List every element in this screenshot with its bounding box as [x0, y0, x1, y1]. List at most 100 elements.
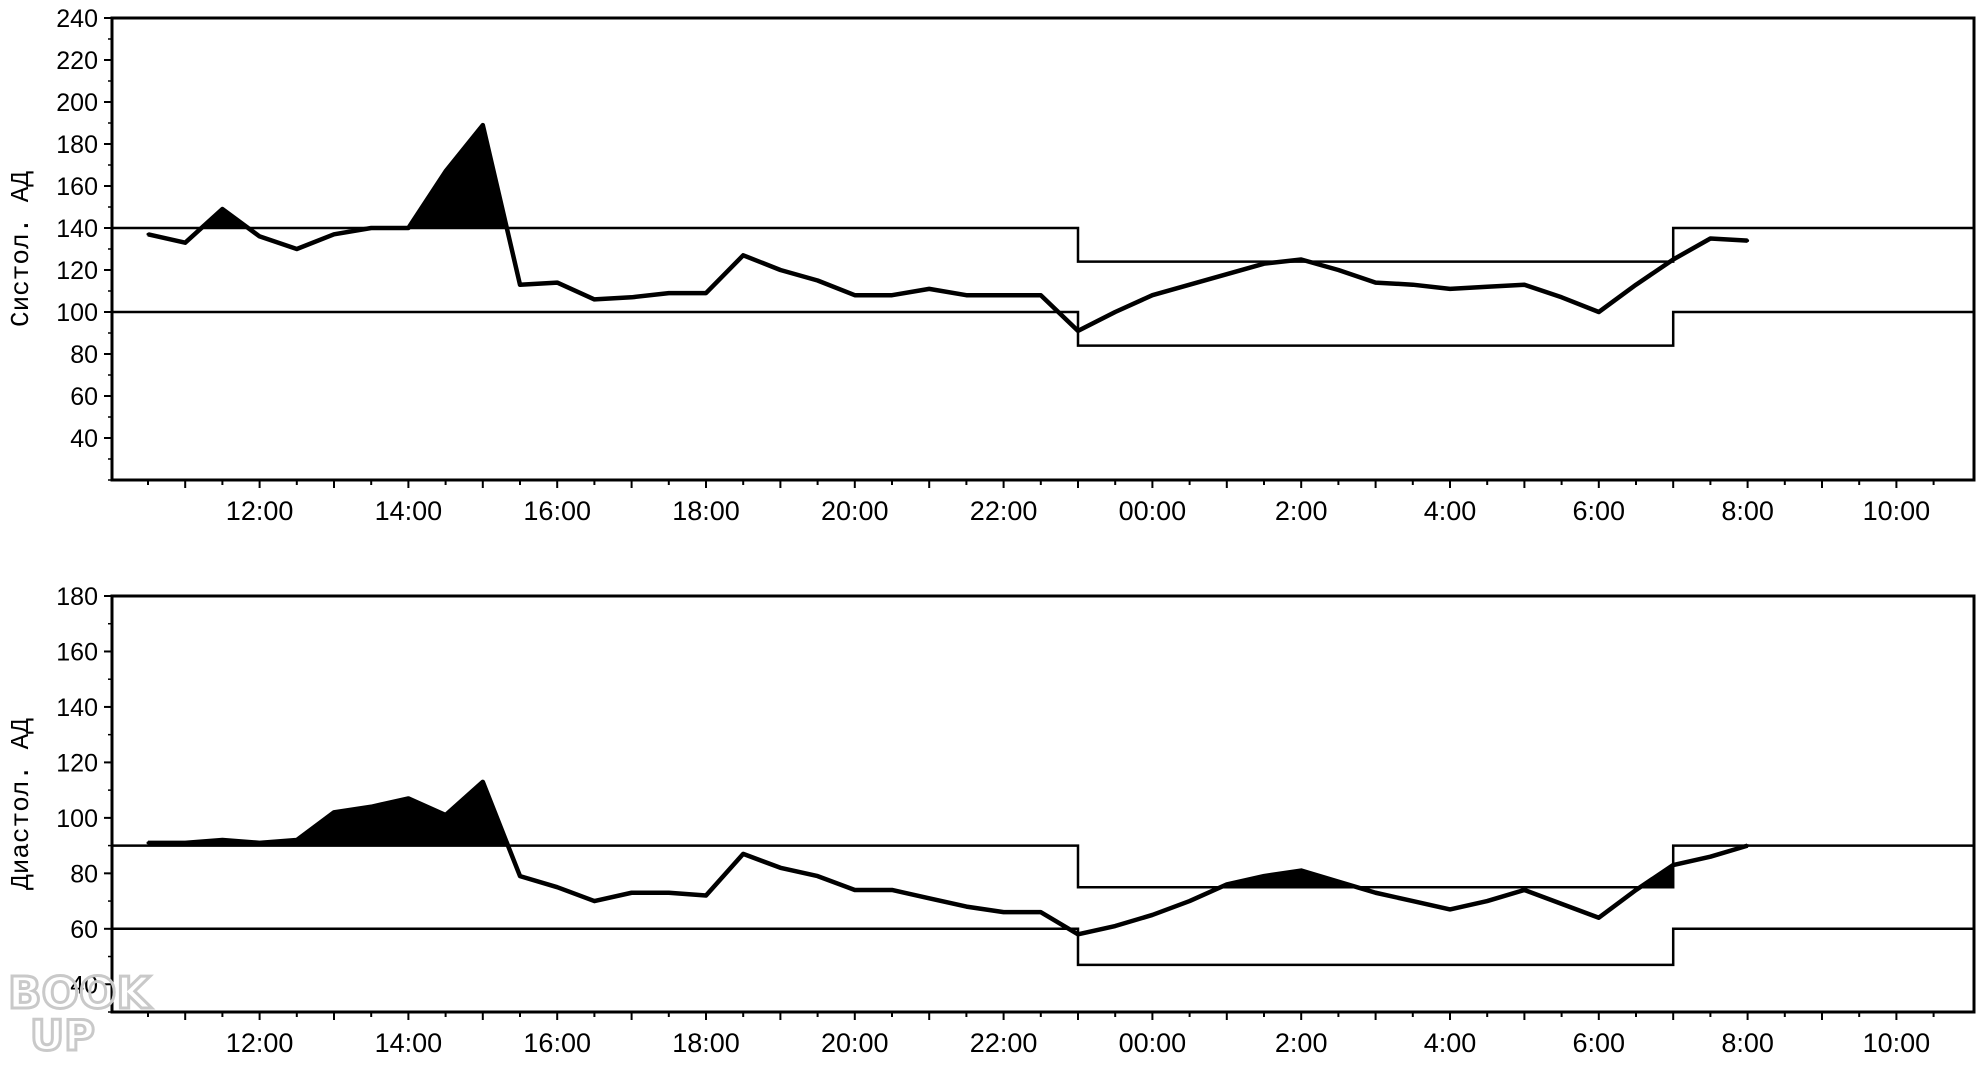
diastolic-data-point [927, 896, 931, 900]
systolic-y-tick-label: 100 [56, 299, 98, 327]
diastolic-data-point [146, 841, 150, 845]
systolic-exceedance-area [148, 125, 1748, 262]
systolic-data-point [853, 293, 857, 297]
systolic-data-point [1634, 283, 1638, 287]
diastolic-data-point [1708, 855, 1712, 859]
diastolic-data-point [704, 894, 708, 898]
systolic-x-tick-label: 6:00 [1573, 496, 1626, 526]
systolic-upper-threshold-line [112, 226, 1974, 263]
diastolic-data-point [555, 885, 559, 889]
diastolic-data-point [667, 891, 671, 895]
systolic-data-point [816, 279, 820, 282]
diastolic-x-tick-label: 20:00 [821, 1028, 889, 1058]
diastolic-data-point [1411, 899, 1415, 903]
systolic-data-point [1076, 329, 1080, 333]
systolic-x-tick-label: 00:00 [1119, 496, 1187, 526]
systolic-x-tick-label: 10:00 [1863, 496, 1931, 526]
diastolic-y-tick-label: 140 [56, 694, 98, 722]
systolic-data-point [1411, 283, 1415, 287]
diastolic-chart: 40 60 80 100 120 140 160 180 12:00 14:00 16:00 18:0… [6, 583, 1976, 1058]
systolic-data-point [555, 281, 559, 285]
systolic-data-point [1002, 293, 1006, 297]
diastolic-x-tick-label: 8:00 [1721, 1028, 1774, 1058]
systolic-data-point [741, 253, 745, 257]
diastolic-data-point [1336, 880, 1340, 884]
systolic-x-tick-label: 20:00 [821, 496, 889, 526]
systolic-data-point [1597, 310, 1601, 314]
systolic-data-point [332, 232, 336, 236]
watermark-line1: BOOK [8, 968, 152, 1019]
systolic-data-point [1336, 268, 1340, 272]
systolic-lower-threshold-line [112, 310, 1974, 347]
systolic-data-point [1560, 295, 1564, 299]
diastolic-data-point [1299, 869, 1303, 873]
diastolic-y-tick-label: 40 [70, 971, 98, 999]
diastolic-x-tick-label: 2:00 [1275, 1028, 1328, 1058]
diastolic-data-point [406, 796, 410, 800]
systolic-data-point [1299, 258, 1303, 261]
systolic-data-point [592, 297, 596, 301]
diastolic-data-point [1150, 913, 1154, 917]
systolic-chart: 40 60 80 100 120 140 160 180 200 220 240 12:00 14:00… [6, 5, 1976, 526]
diastolic-data-point [1597, 916, 1601, 920]
systolic-data-point [1039, 293, 1043, 297]
systolic-data-point [295, 247, 299, 251]
diastolic-data-point [1634, 888, 1638, 892]
systolic-y-tick-label: 240 [56, 5, 98, 33]
diastolic-x-tick-label: 16:00 [523, 1028, 591, 1058]
systolic-data-point [444, 169, 448, 173]
diastolic-data-point [1374, 891, 1378, 895]
systolic-series-line [147, 122, 1748, 334]
diastolic-data-point [890, 888, 894, 892]
diastolic-y-tick-label: 100 [56, 805, 98, 833]
diastolic-y-tick-label: 120 [56, 749, 98, 777]
systolic-data-point [1448, 287, 1452, 291]
systolic-data-point [220, 207, 224, 211]
systolic-data-point [481, 123, 485, 127]
systolic-data-point [927, 287, 931, 291]
systolic-data-point [630, 295, 634, 299]
systolic-x-tick-label: 12:00 [226, 496, 294, 526]
systolic-data-point [146, 232, 150, 236]
diastolic-y-tick-label: 160 [56, 638, 98, 666]
systolic-data-point [890, 293, 894, 297]
diastolic-data-point [1039, 910, 1043, 914]
systolic-data-point [704, 291, 708, 295]
diastolic-y-tick-label: 180 [56, 583, 98, 611]
diastolic-x-tick-label: 14:00 [375, 1028, 443, 1058]
diastolic-data-point [1560, 902, 1564, 906]
diastolic-data-point [1746, 844, 1750, 848]
systolic-data-point [183, 241, 187, 245]
diastolic-data-point [592, 899, 596, 903]
systolic-x-tick-label: 8:00 [1721, 496, 1774, 526]
systolic-x-tick-label: 4:00 [1424, 496, 1477, 526]
systolic-data-point [1485, 285, 1489, 289]
systolic-y-tick-label: 200 [56, 89, 98, 117]
diastolic-data-point [1113, 924, 1117, 928]
diastolic-data-point [1448, 907, 1452, 911]
diastolic-x-tick-label: 10:00 [1863, 1028, 1931, 1058]
diastolic-data-point [741, 852, 745, 856]
systolic-y-tick-label: 180 [56, 131, 98, 159]
systolic-data-point [369, 226, 373, 230]
diastolic-x-tick-label: 00:00 [1119, 1028, 1187, 1058]
systolic-x-tick-label: 2:00 [1275, 496, 1328, 526]
systolic-data-point [1671, 258, 1675, 261]
systolic-data-point [667, 291, 671, 295]
diastolic-data-point [295, 838, 299, 842]
systolic-y-tick-label: 80 [70, 341, 98, 369]
diastolic-data-point [964, 905, 968, 909]
systolic-y-axis-label: Систол. АД [6, 171, 36, 327]
diastolic-series-line [148, 779, 1749, 937]
diastolic-upper-threshold-line [112, 844, 1974, 889]
diastolic-lower-threshold-line [112, 927, 1974, 967]
diastolic-data-point [332, 810, 336, 814]
diastolic-data-point [816, 874, 820, 878]
diastolic-data-point [630, 891, 634, 895]
systolic-x-tick-label: 16:00 [523, 496, 591, 526]
diastolic-x-tick-label: 12:00 [226, 1028, 294, 1058]
diastolic-data-point [1076, 932, 1080, 936]
watermark-line2: UP [30, 1011, 95, 1060]
systolic-data-point [1374, 281, 1378, 285]
systolic-data-point [258, 234, 262, 238]
